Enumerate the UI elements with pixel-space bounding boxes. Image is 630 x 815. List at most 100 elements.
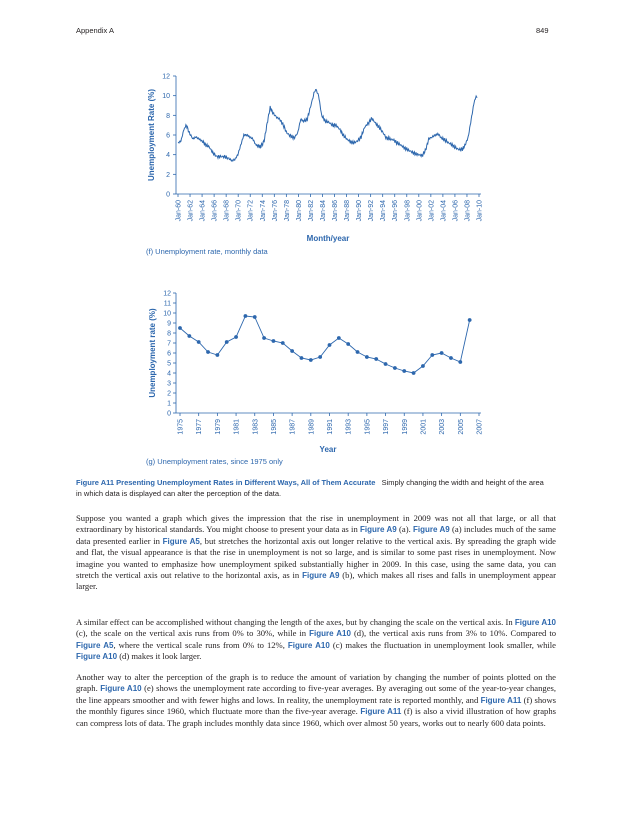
chart-f-x-tick-label: Jan-92 — [368, 200, 375, 222]
p2-text-4: , where the vertical scale runs from 0% … — [113, 639, 288, 650]
chart-f-x-tick-label: Jan-90 — [356, 200, 363, 222]
chart-g-x-tick-label: 2003 — [439, 419, 446, 435]
chart-g-y-tick-label: 10 — [163, 311, 171, 318]
chart-f-x-tick-label: Jan-96 — [392, 200, 399, 222]
chart-g-x-axis-label: Year — [320, 445, 337, 454]
chart-g-x-tick-label: 1997 — [383, 419, 390, 435]
chart-g-x-tick-label: 1995 — [364, 419, 371, 435]
paragraph-1: Suppose you wanted a graph which gives t… — [76, 513, 556, 593]
chart-f-x-tick-label: Jan-98 — [404, 200, 411, 222]
p2-ref-figure-a10-d[interactable]: Figure A10 — [76, 652, 118, 662]
p1-text-4: , but stretches the horizontal axis out … — [76, 535, 556, 581]
chart-g-data-point — [355, 350, 360, 354]
chart-g-data-point — [196, 340, 201, 344]
chart-f-x-axis-label: Month/year — [307, 234, 350, 243]
chart-g-data-point — [327, 343, 332, 347]
chart-g-series-line — [179, 315, 471, 374]
chart-g-data-point — [318, 355, 323, 359]
chart-g-data-point — [224, 340, 229, 344]
p2-ref-figure-a10-c[interactable]: Figure A10 — [287, 640, 330, 650]
chart-g-data-point — [178, 326, 182, 330]
chart-g-y-tick-label: 7 — [167, 341, 171, 348]
figure-caption: Figure A11 Presenting Unemployment Rates… — [76, 478, 546, 499]
chart-g-x-tick-label: 2001 — [420, 419, 427, 435]
p3-ref-figure-a11-b[interactable]: Figure A11 — [360, 707, 402, 717]
p3-text-1: Another way to alter the perception of t… — [76, 672, 556, 694]
p2-ref-figure-a10[interactable]: Figure A10 — [514, 618, 556, 627]
p3-text-2: (e) shows the unemployment rate accordin… — [76, 683, 556, 705]
chart-f-series-line — [177, 88, 478, 163]
p1-ref-figure-a9-b[interactable]: Figure A9 — [413, 525, 450, 535]
p1-text-5: (b), which makes all rises and falls in … — [76, 570, 556, 592]
chart-g-y-tick-label: 5 — [167, 361, 171, 368]
chart-g-y-tick-label: 2 — [167, 391, 171, 398]
p3-text-3: (f) shows the monthly figures since 1960… — [76, 694, 556, 717]
chart-g-data-point — [206, 350, 210, 354]
p2-ref-figure-a5[interactable]: Figure A5 — [76, 640, 114, 650]
chart-g-data-point — [402, 369, 407, 373]
chart-g-data-point — [308, 358, 313, 362]
p2-ref-figure-a10-b[interactable]: Figure A10 — [309, 629, 351, 639]
chart-f-x-tick-label: Jan-68 — [224, 200, 231, 222]
chart-g-y-axis-label: Unemployment rate (%) — [148, 308, 157, 398]
chart-g-y-tick-label: 1 — [167, 401, 171, 408]
chart-f-x-tick-label: Jan-94 — [380, 200, 387, 222]
chart-g-x-tick-label: 1983 — [252, 419, 259, 435]
p1-text-3: (a) includes much of the same data prese… — [76, 524, 556, 546]
chart-g-data-point — [234, 335, 238, 339]
chart-f-caption: (f) Unemployment rate, monthly data — [146, 247, 269, 256]
chart-g-data-point — [439, 351, 444, 355]
chart-g-data-point — [271, 339, 276, 343]
paragraph-3: Another way to alter the perception of t… — [76, 672, 556, 729]
p1-ref-figure-a9-c[interactable]: Figure A9 — [302, 571, 340, 581]
chart-g-data-point — [411, 371, 416, 375]
p3-ref-figure-a11[interactable]: Figure A11 — [480, 695, 522, 705]
chart-g-data-point — [336, 336, 341, 340]
chart-f-x-tick-label: Jan-74 — [260, 200, 267, 222]
chart-g-x-tick-label: 1989 — [308, 419, 315, 435]
chart-g-x-tick-label: 1993 — [346, 419, 353, 435]
chart-f-y-tick-label: 10 — [162, 93, 170, 100]
chart-f-x-tick-label: Jan-08 — [464, 200, 471, 222]
p3-ref-figure-a10[interactable]: Figure A10 — [100, 684, 142, 694]
chart-g-x-tick-label: 1975 — [178, 419, 185, 435]
chart-f-x-tick-label: Jan-88 — [344, 200, 351, 222]
p1-ref-figure-a9[interactable]: Figure A9 — [360, 525, 397, 535]
chart-f-y-tick-label: 2 — [166, 172, 170, 179]
chart-g-data-point — [458, 360, 463, 364]
p2-text-3: (d), the vertical axis runs from 3% to 1… — [350, 628, 557, 639]
chart-f-y-tick-label: 0 — [166, 192, 170, 199]
chart-g-data-point — [252, 315, 257, 319]
chart-g-y-tick-label: 6 — [167, 351, 171, 358]
chart-f-x-tick-label: Jan-72 — [248, 200, 255, 222]
chart-g-data-point — [187, 334, 192, 338]
chart-g-x-tick-label: 1987 — [290, 419, 297, 435]
p2-text-1: A similar effect can be accomplished wit… — [76, 617, 515, 627]
chart-f-y-tick-label: 6 — [166, 133, 170, 140]
chart-g-data-point — [290, 349, 295, 353]
chart-g-data-point — [430, 353, 435, 357]
p1-text-2: (a). — [396, 524, 414, 535]
chart-f-y-tick-label: 12 — [162, 74, 170, 81]
chart-g-x-tick-label: 2005 — [458, 419, 465, 435]
chart-g-y-tick-label: 8 — [167, 331, 171, 338]
chart-g-x-tick-label: 1999 — [402, 419, 409, 435]
chart-g-data-point — [393, 366, 397, 370]
p1-ref-figure-a5[interactable]: Figure A5 — [162, 536, 200, 546]
running-header-left: Appendix A — [76, 26, 114, 35]
chart-g-data-point — [421, 364, 425, 368]
chart-g-data-point — [374, 357, 379, 361]
chart-g-y-tick-label: 4 — [167, 371, 171, 378]
chart-f-x-tick-label: Jan-00 — [416, 200, 423, 222]
chart-g-x-tick-label: 1977 — [196, 419, 203, 435]
chart-f-x-tick-label: Jan-76 — [272, 200, 279, 222]
chart-g-x-tick-label: 1981 — [234, 419, 241, 435]
p2-text-2: (c), the scale on the vertical axis runs… — [76, 628, 310, 639]
chart-g-data-point — [346, 342, 351, 346]
page-number: 849 — [536, 26, 549, 35]
chart-g-data-point — [215, 353, 220, 357]
chart-g-y-tick-label: 3 — [167, 381, 171, 388]
chart-f-x-tick-label: Jan-82 — [308, 200, 315, 222]
p2-text-6: (d) makes it look larger. — [117, 651, 202, 662]
